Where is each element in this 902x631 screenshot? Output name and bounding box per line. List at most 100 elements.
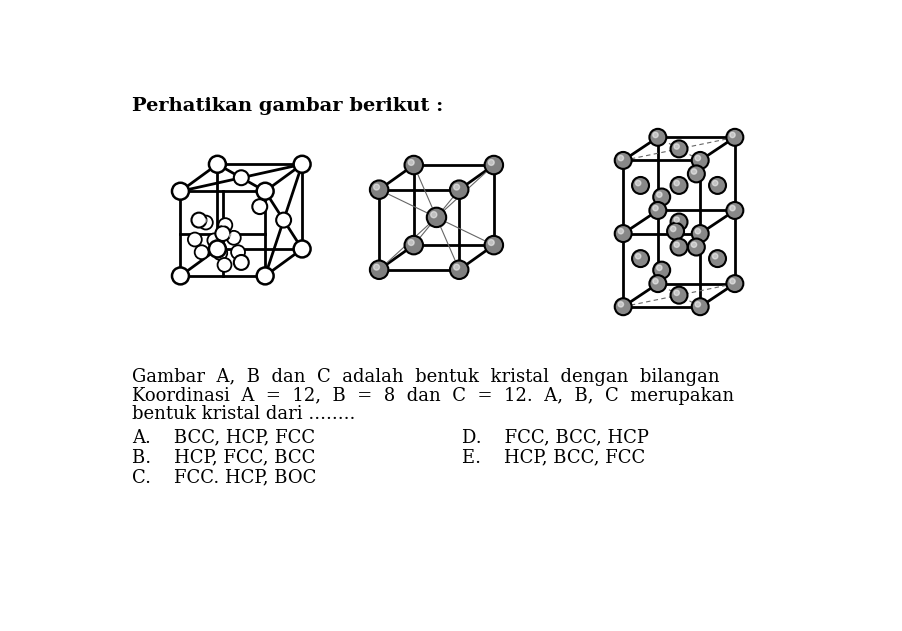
Circle shape [212, 244, 217, 249]
Circle shape [218, 229, 223, 234]
Circle shape [230, 233, 235, 238]
Circle shape [484, 236, 503, 254]
Circle shape [370, 180, 389, 199]
Circle shape [688, 165, 704, 182]
Circle shape [726, 129, 743, 146]
Circle shape [297, 244, 302, 249]
Circle shape [209, 156, 226, 173]
Circle shape [692, 225, 709, 242]
Circle shape [221, 221, 226, 225]
Text: B.    HCP, FCC, BCC: B. HCP, FCC, BCC [132, 449, 316, 466]
Circle shape [691, 242, 696, 247]
Circle shape [657, 265, 662, 271]
Circle shape [488, 240, 494, 245]
Circle shape [454, 264, 459, 270]
Circle shape [713, 180, 718, 186]
Circle shape [670, 141, 687, 157]
Circle shape [191, 213, 207, 228]
Circle shape [427, 208, 446, 227]
Circle shape [404, 156, 423, 174]
Circle shape [667, 223, 684, 240]
Circle shape [670, 286, 687, 304]
Circle shape [188, 233, 202, 247]
Circle shape [294, 240, 310, 257]
Circle shape [670, 226, 676, 232]
Circle shape [216, 226, 230, 241]
Circle shape [632, 250, 649, 267]
Circle shape [618, 302, 623, 307]
Circle shape [709, 177, 726, 194]
Circle shape [217, 258, 232, 272]
Circle shape [175, 271, 180, 276]
Circle shape [691, 169, 696, 174]
Text: D.    FCC, BCC, HCP: D. FCC, BCC, HCP [462, 428, 649, 446]
Circle shape [218, 218, 233, 232]
Circle shape [227, 231, 241, 245]
Circle shape [726, 275, 743, 292]
Circle shape [674, 242, 679, 247]
Circle shape [450, 261, 468, 279]
Circle shape [618, 228, 623, 234]
Circle shape [234, 255, 249, 270]
Circle shape [695, 302, 701, 307]
Circle shape [195, 245, 208, 259]
Circle shape [730, 133, 735, 138]
Circle shape [454, 184, 459, 190]
Circle shape [632, 177, 649, 194]
Text: Gambar  A,  B  dan  C  adalah  bentuk  kristal  dengan  bilangan: Gambar A, B dan C adalah bentuk kristal … [132, 369, 720, 386]
Circle shape [237, 174, 242, 178]
Circle shape [615, 298, 631, 316]
Circle shape [213, 246, 227, 260]
Circle shape [688, 239, 704, 256]
Circle shape [709, 250, 726, 267]
Circle shape [653, 205, 658, 211]
Circle shape [674, 290, 679, 295]
Circle shape [255, 202, 260, 207]
Circle shape [409, 160, 414, 165]
Text: bentuk kristal dari ........: bentuk kristal dari ........ [132, 405, 355, 423]
Circle shape [615, 152, 631, 169]
Circle shape [257, 183, 273, 199]
Circle shape [730, 278, 735, 284]
Circle shape [649, 202, 667, 219]
Text: Perhatikan gambar berikut :: Perhatikan gambar berikut : [132, 97, 443, 115]
Circle shape [195, 216, 199, 220]
Circle shape [618, 155, 623, 161]
Text: Koordinasi  A  =  12,  B  =  8  dan  C  =  12.  A,  B,  C  merupakan: Koordinasi A = 12, B = 8 dan C = 12. A, … [132, 387, 734, 405]
Circle shape [674, 144, 679, 149]
Circle shape [670, 213, 687, 230]
Circle shape [615, 225, 631, 242]
Circle shape [260, 186, 265, 192]
Circle shape [237, 258, 242, 262]
Circle shape [695, 228, 701, 234]
Circle shape [488, 160, 494, 165]
Circle shape [635, 180, 640, 186]
Circle shape [670, 177, 687, 194]
Text: C.    FCC. HCP, BOC: C. FCC. HCP, BOC [132, 468, 317, 487]
Text: E.    HCP, BCC, FCC: E. HCP, BCC, FCC [462, 449, 645, 466]
Circle shape [726, 202, 743, 219]
Circle shape [692, 298, 709, 316]
Circle shape [190, 235, 195, 240]
Circle shape [297, 159, 302, 165]
Circle shape [653, 133, 658, 138]
Circle shape [279, 216, 284, 220]
Circle shape [207, 233, 221, 247]
Circle shape [670, 239, 687, 256]
Circle shape [674, 180, 679, 186]
Circle shape [430, 211, 437, 218]
Circle shape [294, 156, 310, 173]
Circle shape [234, 248, 238, 252]
Circle shape [216, 249, 221, 253]
Circle shape [635, 254, 640, 259]
Circle shape [209, 240, 226, 257]
Circle shape [649, 129, 667, 146]
Circle shape [404, 236, 423, 254]
Circle shape [175, 186, 180, 192]
Circle shape [257, 268, 273, 285]
Circle shape [409, 240, 414, 245]
Circle shape [260, 271, 265, 276]
Circle shape [202, 218, 207, 223]
Circle shape [713, 254, 718, 259]
Circle shape [234, 170, 249, 186]
